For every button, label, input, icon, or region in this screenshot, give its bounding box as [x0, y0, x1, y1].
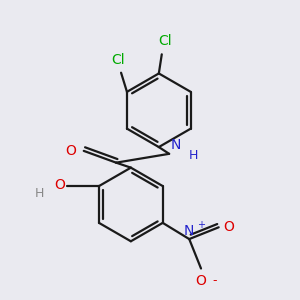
Text: Cl: Cl — [158, 34, 172, 48]
Text: H: H — [35, 187, 44, 200]
Text: O: O — [196, 274, 206, 288]
Text: Cl: Cl — [111, 53, 125, 67]
Text: H: H — [188, 149, 198, 162]
Text: N: N — [184, 224, 194, 238]
Text: O: O — [54, 178, 65, 192]
Text: O: O — [223, 220, 234, 234]
Text: O: O — [65, 144, 76, 158]
Text: -: - — [213, 274, 217, 287]
Text: +: + — [196, 220, 205, 230]
Text: N: N — [171, 138, 181, 152]
